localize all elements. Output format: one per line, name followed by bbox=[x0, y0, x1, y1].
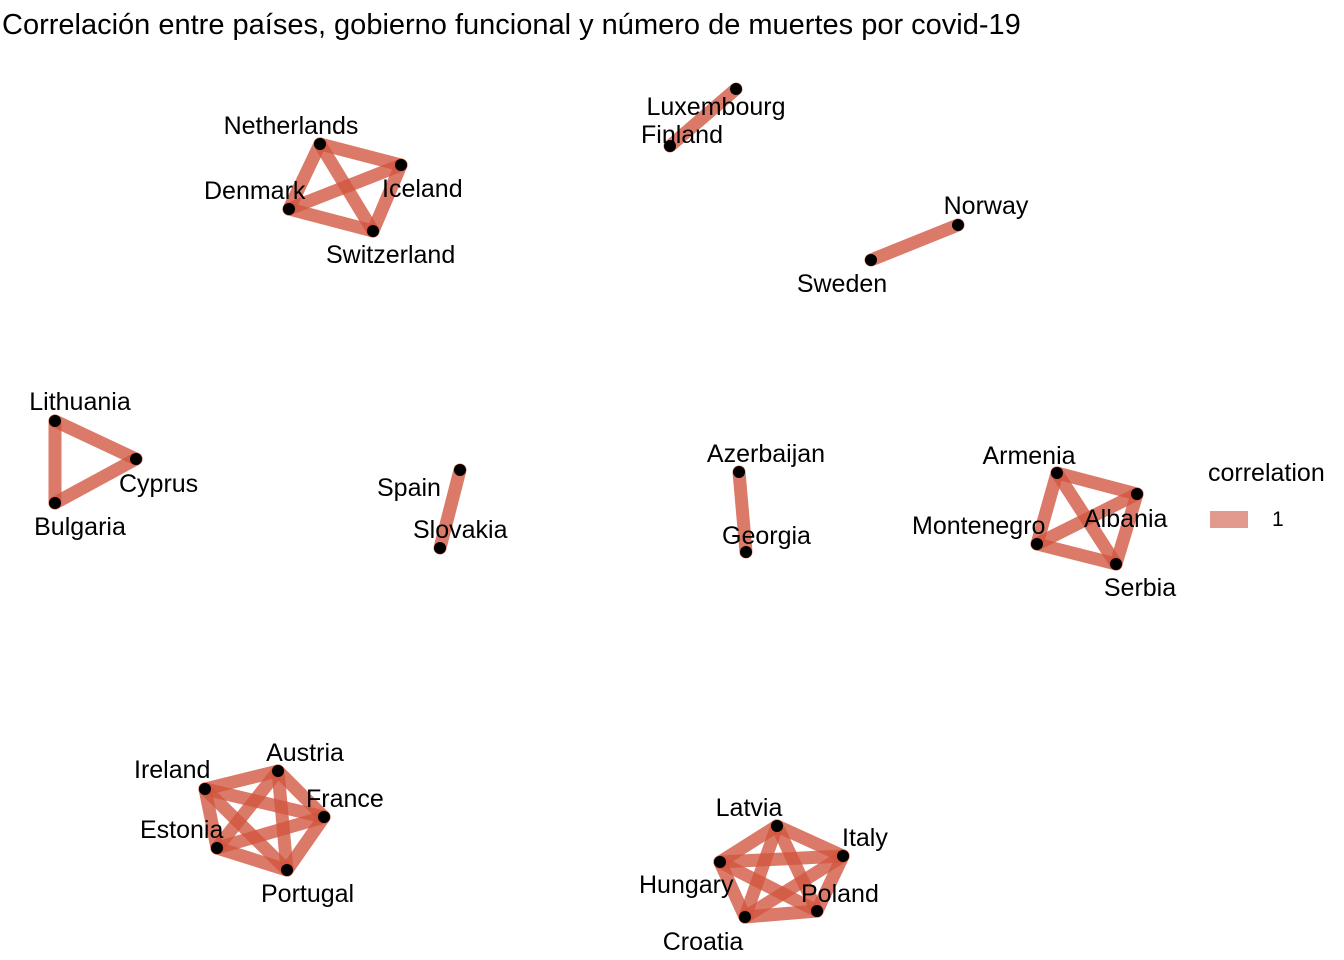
node-austria bbox=[272, 765, 284, 777]
edge-albania-serbia bbox=[1109, 487, 1144, 571]
node-label-ireland: Ireland bbox=[134, 756, 210, 784]
edge-cyprus-bulgaria bbox=[48, 452, 143, 510]
edge-spain-slovakia bbox=[433, 463, 467, 555]
node-albania bbox=[1131, 488, 1143, 500]
node-sweden bbox=[865, 254, 877, 266]
edge-france-ireland bbox=[198, 782, 331, 824]
node-label-italy: Italy bbox=[842, 824, 888, 852]
node-spain bbox=[454, 464, 466, 476]
node-netherlands bbox=[314, 138, 326, 150]
node-label-spain: Spain bbox=[377, 474, 441, 502]
node-bulgaria bbox=[49, 497, 61, 509]
node-france bbox=[318, 811, 330, 823]
node-estonia bbox=[211, 842, 223, 854]
node-poland bbox=[811, 905, 823, 917]
node-label-slovakia: Slovakia bbox=[413, 516, 508, 544]
node-serbia bbox=[1110, 558, 1122, 570]
node-georgia bbox=[740, 546, 752, 558]
node-croatia bbox=[739, 911, 751, 923]
edge-iceland-switzerland bbox=[366, 158, 408, 238]
node-finland bbox=[664, 140, 676, 152]
edge-netherlands-denmark bbox=[282, 137, 327, 216]
node-label-cyprus: Cyprus bbox=[119, 470, 198, 498]
edge-latvia-croatia bbox=[738, 819, 784, 924]
node-switzerland bbox=[367, 225, 379, 237]
node-ireland bbox=[199, 783, 211, 795]
edge-luxembourg-finland bbox=[663, 82, 743, 153]
labels-layer: Netherlands Iceland Switzerland Denmark Luxe… bbox=[29, 93, 1176, 956]
node-label-austria: Austria bbox=[266, 739, 344, 767]
edge-croatia-hungary bbox=[713, 855, 752, 924]
node-cyprus bbox=[130, 453, 142, 465]
node-latvia bbox=[771, 820, 783, 832]
edge-poland-hungary bbox=[713, 855, 824, 918]
node-label-portugal: Portugal bbox=[261, 880, 354, 908]
edge-iceland-denmark bbox=[282, 158, 408, 216]
node-label-france: France bbox=[306, 785, 384, 813]
edge-azerbaijan-georgia bbox=[732, 465, 753, 559]
chart-title: Correlación entre países, gobierno funci… bbox=[2, 9, 1021, 41]
legend-key-swatch bbox=[1210, 511, 1248, 528]
edge-estonia-ireland bbox=[198, 782, 224, 855]
edge-albania-montenegro bbox=[1030, 487, 1144, 551]
edges-layer bbox=[48, 82, 1144, 924]
node-label-switzerland: Switzerland bbox=[326, 241, 455, 269]
edge-armenia-montenegro bbox=[1030, 466, 1064, 551]
edge-netherlands-iceland bbox=[313, 137, 408, 172]
edge-austria-estonia bbox=[210, 764, 285, 855]
node-hungary bbox=[714, 856, 726, 868]
node-iceland bbox=[395, 159, 407, 171]
edge-portugal-ireland bbox=[198, 782, 294, 877]
node-label-georgia: Georgia bbox=[722, 522, 811, 550]
edge-armenia-albania bbox=[1050, 466, 1144, 501]
node-label-armenia: Armenia bbox=[982, 442, 1075, 470]
node-label-netherlands: Netherlands bbox=[224, 112, 359, 140]
edge-serbia-montenegro bbox=[1030, 537, 1123, 571]
node-azerbaijan bbox=[733, 466, 745, 478]
node-label-sweden: Sweden bbox=[797, 270, 887, 298]
node-italy bbox=[837, 850, 849, 862]
edge-austria-portugal bbox=[271, 764, 294, 877]
node-label-norway: Norway bbox=[944, 192, 1029, 220]
node-label-iceland: Iceland bbox=[382, 175, 463, 203]
node-label-croatia: Croatia bbox=[663, 928, 744, 956]
edge-italy-croatia bbox=[738, 849, 850, 924]
edge-france-estonia bbox=[210, 810, 331, 855]
edge-italy-hungary bbox=[713, 849, 850, 869]
node-label-albania: Albania bbox=[1084, 505, 1167, 533]
node-portugal bbox=[281, 864, 293, 876]
node-slovakia bbox=[434, 542, 446, 554]
edge-switzerland-denmark bbox=[282, 202, 380, 238]
node-luxembourg bbox=[730, 83, 742, 95]
node-denmark bbox=[283, 203, 295, 215]
node-label-luxembourg: Luxembourg bbox=[647, 93, 786, 121]
legend: correlation 1 bbox=[1208, 459, 1325, 532]
node-armenia bbox=[1051, 467, 1063, 479]
nodes-layer bbox=[49, 83, 1143, 923]
node-label-finland: Finland bbox=[641, 121, 723, 149]
node-norway bbox=[952, 219, 964, 231]
node-label-latvia: Latvia bbox=[716, 794, 783, 822]
node-label-hungary: Hungary bbox=[639, 871, 734, 899]
node-label-montenegro: Montenegro bbox=[912, 512, 1045, 540]
node-label-azerbaijan: Azerbaijan bbox=[707, 440, 825, 468]
node-label-bulgaria: Bulgaria bbox=[34, 513, 126, 541]
node-montenegro bbox=[1031, 538, 1043, 550]
legend-entry-label: 1 bbox=[1272, 507, 1284, 531]
legend-title: correlation bbox=[1208, 459, 1325, 487]
node-label-serbia: Serbia bbox=[1104, 574, 1176, 602]
node-label-estonia: Estonia bbox=[140, 816, 223, 844]
edge-latvia-poland bbox=[770, 819, 824, 918]
edge-france-portugal bbox=[280, 810, 331, 877]
legend-entry: 1 bbox=[1210, 508, 1325, 532]
node-lithuania bbox=[49, 415, 61, 427]
node-label-poland: Poland bbox=[801, 880, 879, 908]
edge-lithuania-cyprus bbox=[48, 414, 143, 466]
edge-norway-sweden bbox=[864, 218, 965, 267]
node-label-denmark: Denmark bbox=[204, 177, 306, 205]
node-label-lithuania: Lithuania bbox=[29, 388, 131, 416]
